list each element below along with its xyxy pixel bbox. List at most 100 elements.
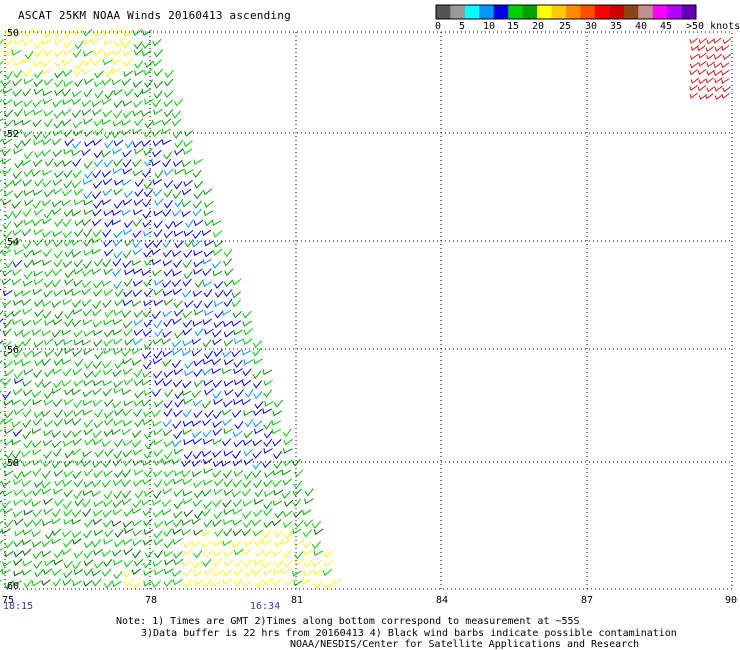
wind-barb — [132, 430, 142, 438]
wind-barb — [153, 288, 164, 296]
wind-barb — [0, 390, 2, 393]
wind-barb — [83, 330, 94, 338]
wind-barb — [133, 408, 143, 418]
wind-barb — [1, 528, 11, 535]
wind-barb — [223, 560, 234, 568]
wind-barb — [23, 490, 33, 498]
wind-barb — [193, 300, 203, 309]
wind-barb — [142, 478, 152, 485]
wind-barb — [1, 249, 12, 256]
wind-barb — [254, 538, 264, 547]
wind-barb — [714, 85, 723, 92]
wind-barb — [81, 339, 92, 346]
wind-barb — [252, 439, 263, 447]
wind-barb — [242, 548, 252, 556]
wind-barb — [54, 339, 64, 347]
wind-barb — [2, 319, 12, 328]
wind-barb — [43, 338, 54, 346]
scale-swatch — [623, 5, 639, 19]
wind-barb — [11, 459, 22, 466]
wind-barb — [193, 250, 203, 257]
wind-barb — [212, 420, 222, 428]
wind-barb — [44, 369, 54, 378]
wind-barb — [121, 129, 132, 136]
wind-barb — [263, 508, 273, 517]
wind-barb — [173, 430, 183, 440]
wind-barb — [41, 579, 51, 586]
wind-barb — [714, 94, 724, 101]
wind-barb — [34, 299, 44, 307]
wind-barb — [134, 188, 144, 197]
wind-barb — [706, 86, 715, 93]
wind-barb — [92, 180, 103, 189]
wind-barb — [2, 220, 12, 230]
wind-barb — [93, 289, 103, 297]
wind-barb — [83, 419, 93, 428]
wind-barb — [172, 209, 182, 217]
wind-barb — [124, 238, 134, 247]
wind-barb — [0, 80, 3, 83]
wind-barb — [123, 70, 133, 78]
wind-barb — [0, 128, 2, 132]
wind-barb — [153, 449, 164, 457]
wind-barb — [193, 359, 204, 367]
wind-barb — [124, 88, 134, 97]
wind-barb — [31, 329, 42, 336]
wind-barb — [132, 519, 142, 527]
wind-barb — [62, 99, 72, 106]
wind-barb — [3, 190, 14, 197]
wind-barb — [143, 489, 154, 497]
wind-barb — [23, 169, 33, 178]
wind-barb — [162, 488, 173, 495]
wind-barb — [0, 240, 4, 246]
wind-barb — [690, 62, 699, 69]
wind-barb — [52, 318, 63, 326]
wind-barb — [254, 579, 264, 588]
wind-barb — [171, 570, 182, 578]
wind-barb — [12, 170, 22, 179]
wind-barb — [131, 260, 142, 266]
wind-barb — [83, 568, 93, 577]
wind-barb — [172, 130, 182, 139]
wind-barb — [162, 330, 172, 338]
wind-barb — [212, 499, 222, 508]
wind-barb — [163, 408, 173, 417]
wind-barb — [123, 320, 133, 329]
wind-barb — [72, 158, 82, 168]
wind-barb — [203, 379, 213, 387]
wind-barb — [0, 249, 3, 255]
wind-barb — [0, 209, 2, 211]
wind-barb — [143, 529, 154, 536]
wind-barb — [193, 490, 204, 499]
wind-barb — [53, 380, 63, 389]
wind-barb — [263, 479, 273, 488]
wind-barb — [41, 330, 51, 337]
wind-barb — [165, 220, 174, 230]
scale-swatch — [537, 5, 552, 19]
wind-barb — [42, 300, 52, 308]
wind-barb — [123, 400, 134, 407]
wind-barb — [112, 369, 122, 378]
wind-barb — [272, 479, 282, 488]
wind-barb — [311, 520, 322, 529]
wind-barb — [242, 580, 252, 588]
wind-barb — [82, 319, 93, 326]
wind-barb — [72, 308, 83, 315]
wind-barb — [71, 290, 81, 297]
wind-barb — [133, 218, 143, 227]
wind-barb — [221, 460, 231, 467]
wind-barb — [134, 118, 144, 127]
wind-barb — [213, 240, 224, 248]
wind-barb — [4, 259, 14, 269]
wind-barb — [2, 88, 13, 95]
wind-barb — [34, 178, 44, 187]
wind-barb — [74, 358, 84, 368]
wind-barb — [104, 448, 114, 457]
wind-barb — [263, 448, 273, 454]
wind-barb — [706, 53, 715, 60]
wind-barb — [303, 570, 314, 577]
wind-barb — [73, 399, 83, 409]
wind-barb — [144, 79, 154, 88]
wind-barb — [201, 450, 212, 458]
wind-barb — [203, 468, 213, 474]
